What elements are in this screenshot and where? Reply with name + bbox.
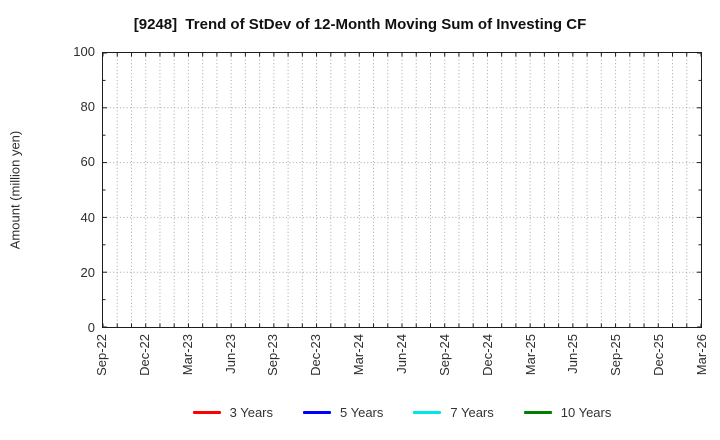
y-axis-title: Amount (million yen) <box>7 130 23 250</box>
legend-label: 7 Years <box>450 404 494 420</box>
y-tick-label: 80 <box>80 99 95 115</box>
legend-label: 5 Years <box>340 404 384 420</box>
legend-line-swatch <box>192 410 221 414</box>
legend-line-swatch <box>303 410 331 414</box>
grid-svg <box>103 53 701 327</box>
legend-item: 5 Years <box>303 405 383 420</box>
y-tick-label: 20 <box>80 264 95 280</box>
legend-label: 10 Years <box>560 404 612 420</box>
y-tick-label: 60 <box>80 154 95 170</box>
chart-title: [9248] Trend of StDev of 12-Month Moving… <box>133 16 587 33</box>
legend-item: 10 Years <box>523 404 612 420</box>
plot-area <box>102 52 702 328</box>
legend-item: 7 Years <box>413 404 494 420</box>
legend-line-swatch <box>523 410 552 414</box>
legend: 3 Years 5 Years 7 Years 10 Years <box>102 403 702 421</box>
legend-item: 3 Years <box>192 404 273 420</box>
y-tick-label: 100 <box>73 44 95 59</box>
y-tick-label: 0 <box>87 320 95 335</box>
legend-line-swatch <box>413 410 442 414</box>
y-tick-label: 40 <box>80 209 95 225</box>
legend-label: 3 Years <box>229 404 273 420</box>
